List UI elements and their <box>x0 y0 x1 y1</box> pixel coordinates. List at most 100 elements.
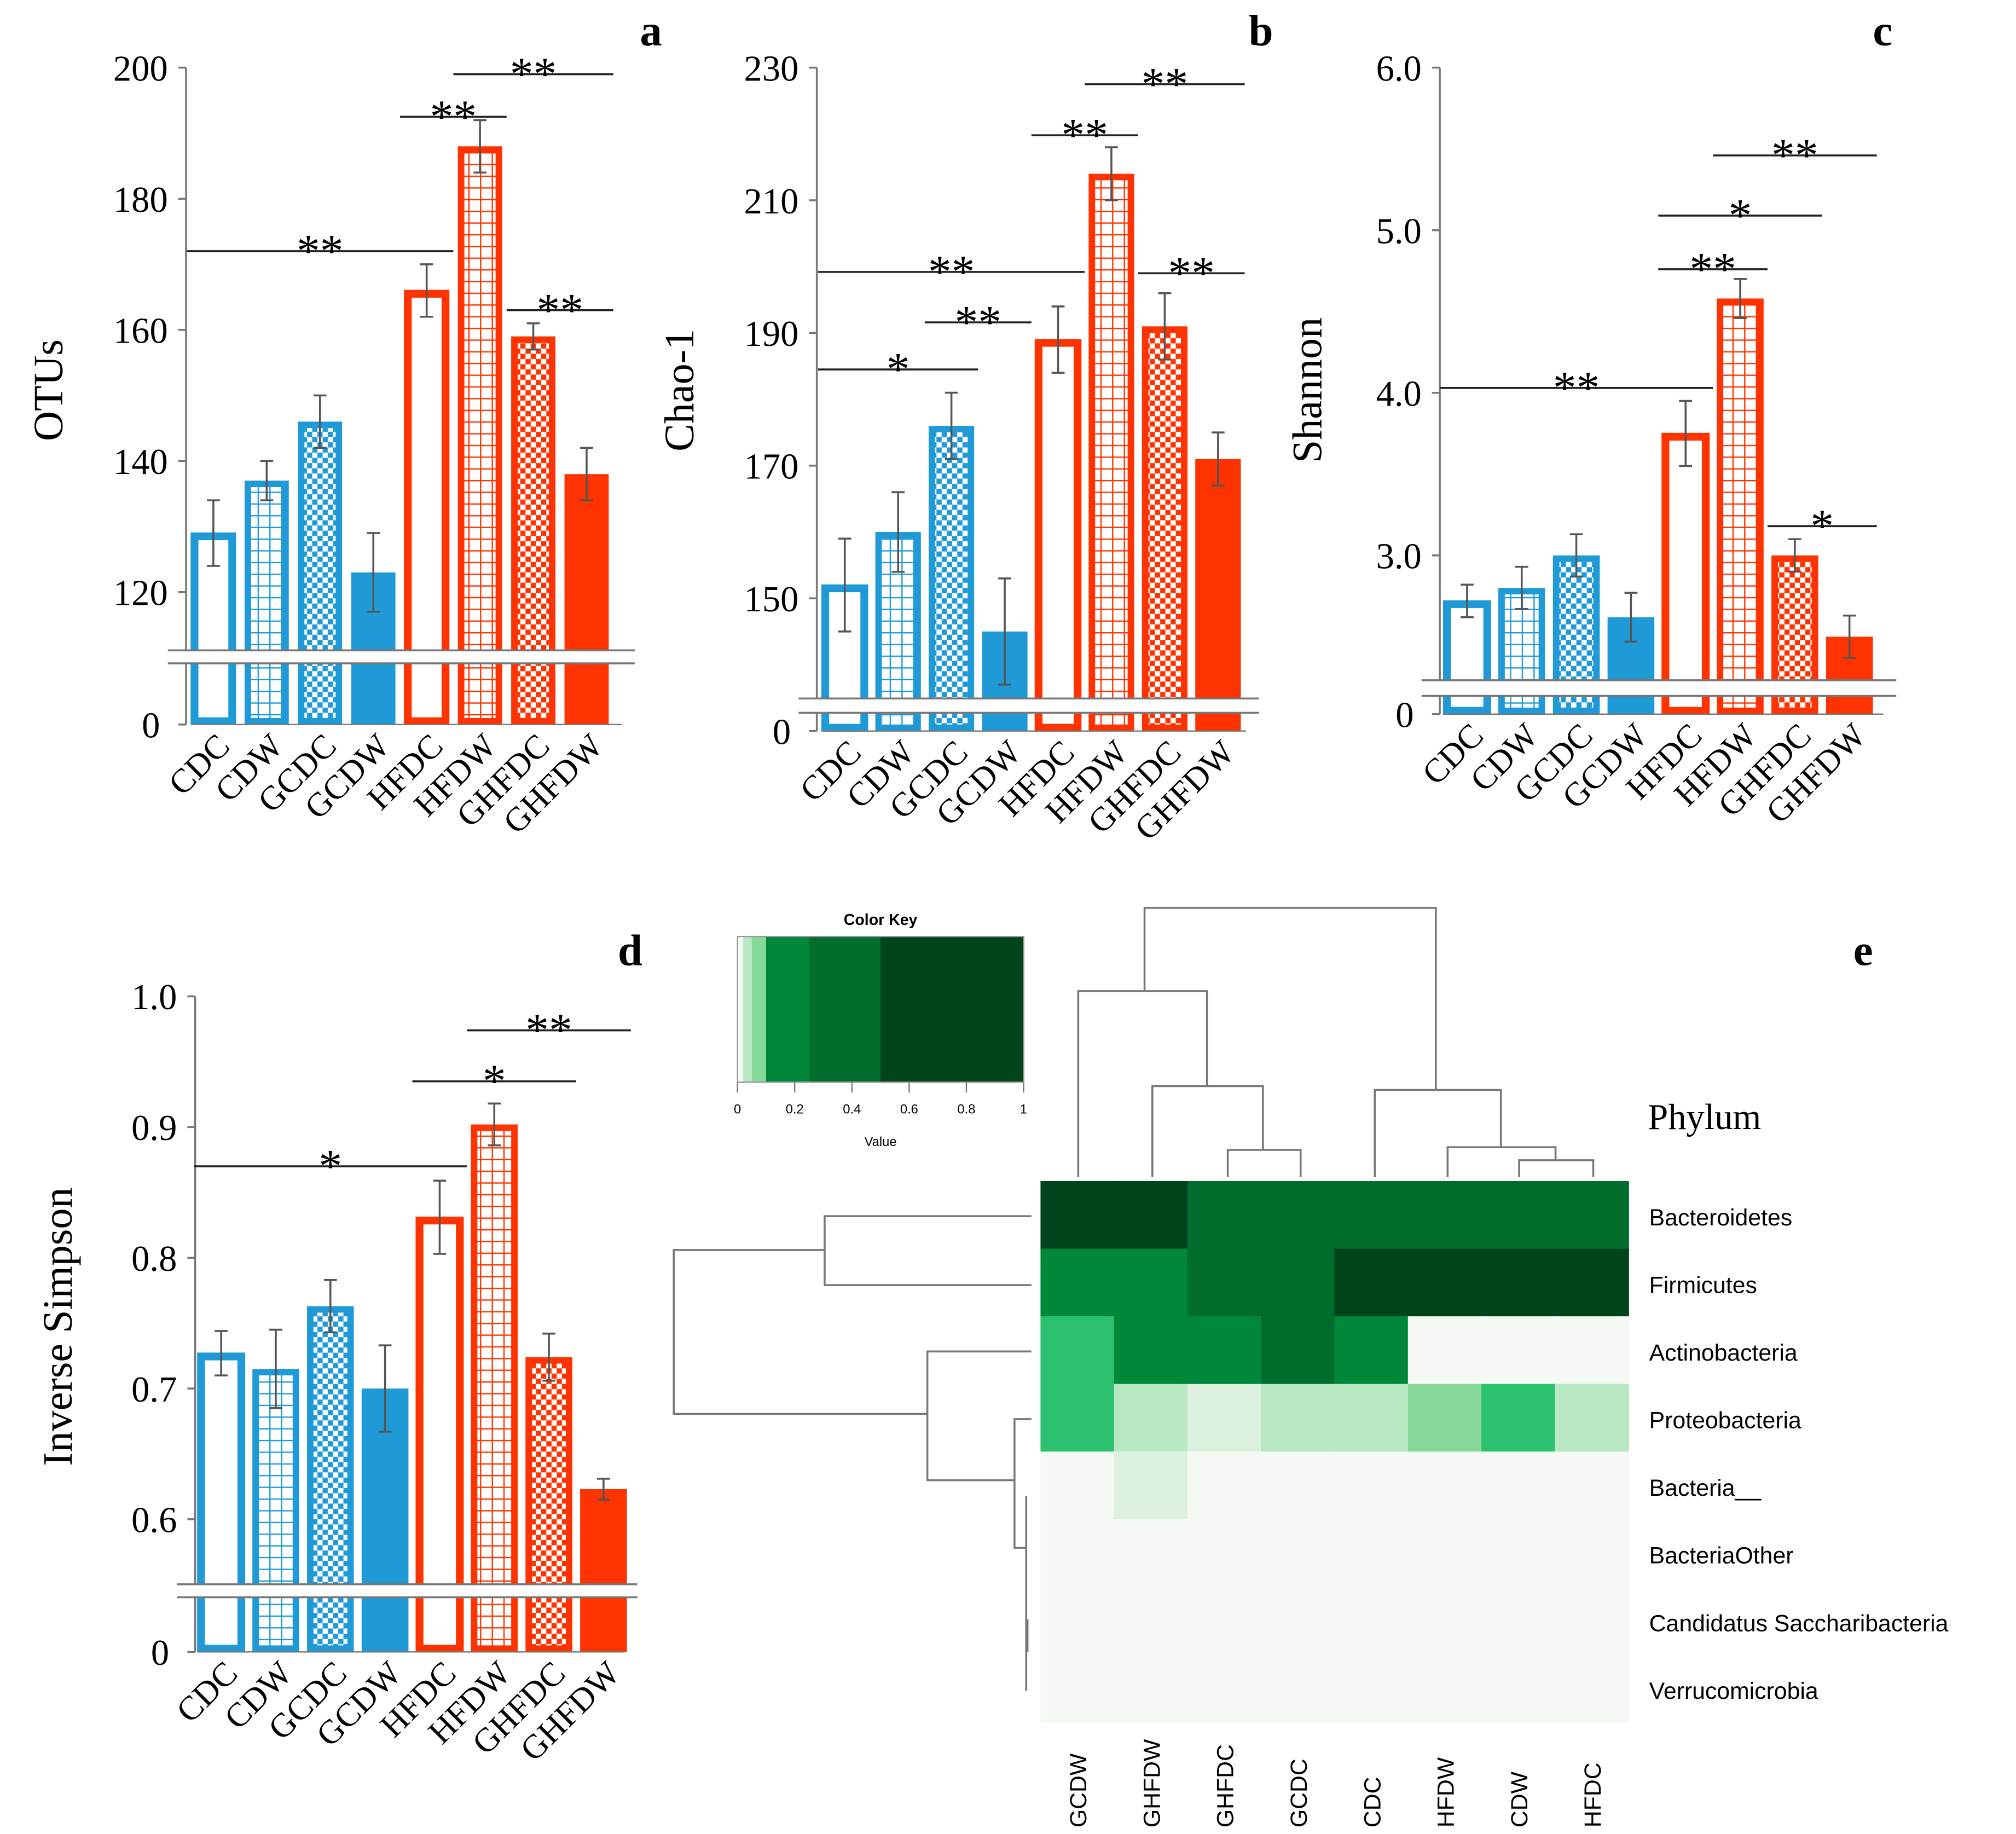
color-key-tick-label: 0.6 <box>900 1102 918 1116</box>
error-bar <box>596 1478 610 1501</box>
bar-chart-b: bChao-11501701902102300CDCCDWGCDCGCDWHFD… <box>657 7 1273 847</box>
significance-label: * <box>1810 500 1834 552</box>
y-tick-label: 170 <box>744 447 799 487</box>
heatmap-cell <box>1407 1181 1482 1249</box>
bar-cdw <box>244 481 289 725</box>
y-tick-label: 3.0 <box>1376 537 1422 577</box>
heatmap-cell <box>1261 1181 1335 1249</box>
heatmap-cell <box>1187 1654 1262 1723</box>
row-label: Candidatus Saccharibacteria <box>1649 1610 1949 1636</box>
heatmap-cell <box>1040 1519 1115 1588</box>
error-bar <box>1051 305 1065 374</box>
bar-hfdw <box>471 1124 518 1652</box>
axis-break <box>1421 680 1897 696</box>
y-tick-label: 180 <box>113 180 168 220</box>
heatmap-cell <box>1261 1519 1335 1588</box>
row-label: Bacteroidetes <box>1649 1205 1793 1231</box>
color-key-tick-label: 0.2 <box>786 1102 804 1116</box>
significance-label: ** <box>928 246 975 298</box>
heatmap-cell <box>1187 1451 1262 1520</box>
significance-label: ** <box>1689 243 1736 295</box>
heatmap-cell <box>1334 1654 1409 1723</box>
row-label: Verrucomicrobia <box>1649 1678 1818 1704</box>
y-tick-label: 160 <box>113 311 168 351</box>
significance-label: ** <box>510 48 557 100</box>
heatmap-cell <box>1040 1451 1115 1520</box>
color-key-xlabel: Value <box>865 1135 897 1149</box>
y-tick-label: 6.0 <box>1376 49 1422 89</box>
row-label: BacteriaOther <box>1649 1543 1794 1569</box>
heatmap-cell <box>1334 1587 1409 1656</box>
column-label: GHFDC <box>1213 1744 1239 1827</box>
heatmap-cell <box>1555 1248 1629 1317</box>
heatmap-title: Phylum <box>1648 1097 1761 1137</box>
heatmap-cell <box>1481 1587 1556 1656</box>
color-key-tick-label: 0 <box>734 1102 741 1116</box>
column-label: CDW <box>1507 1771 1533 1827</box>
y-axis-label: Shannon <box>1285 317 1331 463</box>
significance-label: * <box>483 1055 506 1107</box>
significance-label: * <box>318 1140 342 1192</box>
heatmap-cell <box>1040 1654 1115 1723</box>
row-label: Firmicutes <box>1649 1272 1757 1298</box>
heatmap-cell <box>1555 1451 1629 1520</box>
color-key-swatch <box>737 936 744 1083</box>
error-bar <box>367 532 380 613</box>
y-tick-label: 0 <box>142 706 160 746</box>
bar-chart-c: cShannon3.04.05.06.00CDCCDWGCDCGCDWHFDCH… <box>1285 7 1897 831</box>
axis-break-lines <box>167 649 635 664</box>
heatmap-cell <box>1187 1181 1262 1249</box>
heatmap-cell <box>1114 1316 1189 1385</box>
significance-label: ** <box>430 91 477 143</box>
y-axis-label: OTUs <box>26 339 72 441</box>
panel-letter-e: e <box>1853 926 1873 975</box>
y-tick-label: 150 <box>744 580 799 620</box>
significance-label: ** <box>1771 130 1818 182</box>
significance-label: ** <box>1553 362 1600 414</box>
bar-hfdw <box>1088 173 1134 731</box>
error-bar <box>998 577 1011 686</box>
heatmap-cell <box>1334 1248 1409 1317</box>
heatmap-cell <box>1040 1248 1115 1317</box>
heatmap-cell <box>1334 1316 1409 1385</box>
y-tick-label: 0 <box>773 712 791 752</box>
error-bar <box>473 119 486 174</box>
error-bar <box>1211 431 1225 487</box>
bar-gcdc <box>298 421 343 725</box>
axis-break-lines <box>798 697 1259 714</box>
y-axis-label: Chao-1 <box>657 329 703 452</box>
heatmap-cell <box>1187 1384 1262 1453</box>
heatmap-cell <box>1187 1316 1262 1385</box>
error-bar <box>838 537 851 633</box>
color-key-tick-label: 0.4 <box>843 1102 861 1116</box>
heatmap-cell <box>1261 1384 1335 1453</box>
y-tick-label: 1.0 <box>131 977 177 1017</box>
heatmap-cell <box>1555 1384 1629 1453</box>
error-bar <box>215 1330 228 1376</box>
heatmap-cell <box>1555 1519 1629 1588</box>
color-key-title: Color Key <box>844 911 918 929</box>
error-bar <box>433 1179 447 1255</box>
y-tick-label: 0.8 <box>131 1239 177 1279</box>
heatmap-cell <box>1040 1384 1115 1453</box>
error-bar <box>260 460 274 501</box>
panel-letter-b: b <box>1249 7 1273 55</box>
error-bar <box>1624 592 1638 643</box>
heatmap-cell <box>1407 1384 1482 1453</box>
heatmap-cell <box>1555 1587 1629 1656</box>
heatmap-cell <box>1407 1519 1482 1588</box>
error-bar <box>1734 277 1747 319</box>
column-dendrogram <box>1077 907 1595 1177</box>
error-bar <box>420 263 433 318</box>
error-bar <box>542 1332 555 1382</box>
y-tick-label: 4.0 <box>1376 374 1422 414</box>
y-tick-label: 190 <box>744 314 799 354</box>
heatmap-cell <box>1555 1654 1629 1723</box>
bar-chart-a: aOTUs1201401601802000CDCCDWGCDCGCDWHFDCH… <box>26 7 662 841</box>
heatmap-cell <box>1334 1181 1409 1249</box>
panel-letter-c: c <box>1873 7 1892 55</box>
bar-cdw <box>875 532 921 731</box>
bar-hfdc <box>1034 339 1082 732</box>
y-tick-label: 210 <box>744 182 799 222</box>
y-tick-label: 0 <box>1395 696 1413 736</box>
